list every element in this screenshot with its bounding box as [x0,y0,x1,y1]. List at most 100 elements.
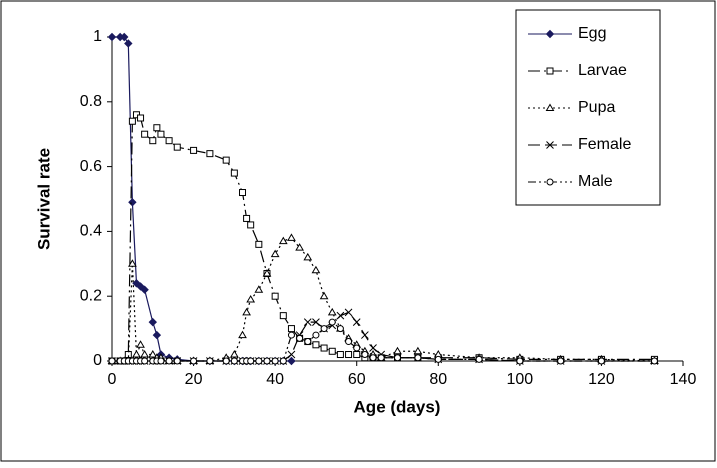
legend-marker [546,67,554,75]
marker [190,146,198,154]
marker [128,259,137,267]
marker [312,341,320,349]
marker [148,317,157,327]
marker [107,32,117,42]
marker [394,354,401,362]
marker [262,269,272,277]
marker [336,351,344,359]
marker [157,130,165,138]
marker [320,344,328,352]
y-tick-label: 0.4 [80,223,102,240]
marker [320,325,328,333]
x-tick-label: 20 [185,371,203,388]
marker [287,331,295,339]
y-tick-label: 0.8 [80,93,102,110]
marker [369,344,377,352]
marker [140,285,149,294]
marker [157,357,165,365]
marker [327,307,337,316]
marker [149,137,157,145]
y-tick-label: 0.2 [80,287,102,304]
marker [190,357,198,365]
marker [328,318,336,326]
marker [287,233,296,241]
marker [271,357,279,365]
marker [239,189,247,197]
marker [328,347,336,355]
marker [242,307,251,316]
marker [279,312,287,320]
marker [229,350,239,358]
marker [475,355,483,363]
marker [270,249,280,258]
marker [141,357,149,365]
marker [414,354,422,362]
marker [361,331,369,339]
legend-marker [545,29,555,39]
marker [353,351,361,359]
marker [165,137,173,145]
marker [128,117,136,125]
marker [271,292,279,300]
legend-label: Egg [578,25,606,42]
marker [516,357,524,365]
marker [361,351,369,359]
marker [230,357,238,365]
marker [295,243,304,251]
marker [303,252,313,261]
legend-marker [545,103,555,111]
marker [344,308,353,317]
marker [279,357,287,365]
marker [263,357,271,365]
marker [345,338,353,346]
marker [319,291,329,300]
x-tick-label: 140 [670,371,697,388]
marker [222,156,230,164]
marker [336,325,344,333]
marker [148,350,158,358]
y-tick-label: 0.6 [80,158,102,175]
y-tick-label: 0 [93,352,102,369]
marker [152,330,162,340]
marker [377,354,385,362]
marker [434,355,442,363]
marker [413,346,423,355]
marker [352,318,361,326]
legend-marker [546,141,554,149]
marker [650,357,658,365]
marker [206,357,214,365]
marker [345,351,353,359]
x-tick-label: 60 [348,371,366,388]
marker [132,350,141,358]
marker [287,350,296,359]
marker [255,357,263,365]
legend-label: Female [578,136,631,153]
marker [278,236,288,245]
marker [153,124,161,132]
marker [246,294,256,303]
marker [124,39,133,48]
marker [255,240,263,248]
marker [304,338,312,346]
marker [296,334,304,342]
marker [137,114,145,122]
marker [243,214,251,222]
x-tick-label: 40 [266,371,284,388]
marker [247,357,255,365]
legend-label: Male [578,173,613,190]
x-tick-label: 100 [507,371,534,388]
marker [254,285,264,293]
marker [353,344,361,352]
marker [141,130,149,138]
legend-label: Pupa [578,99,615,116]
y-axis-label: Survival rate [34,148,53,250]
marker [230,169,238,177]
marker [165,357,173,365]
x-tick-label: 0 [108,371,117,388]
marker [238,330,247,339]
marker [247,221,255,229]
x-tick-label: 120 [588,371,615,388]
marker [597,357,605,365]
marker [393,346,402,355]
